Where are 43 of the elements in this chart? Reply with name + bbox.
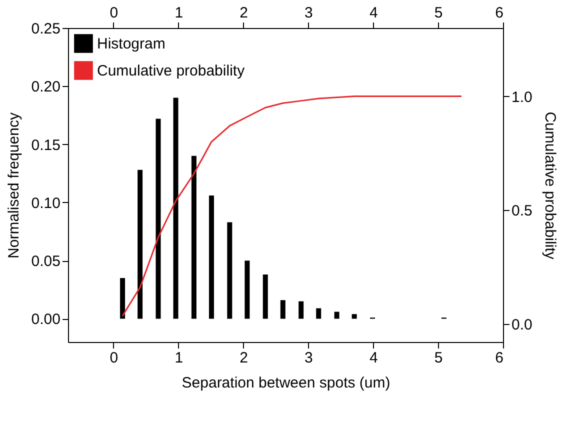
bar [208,195,214,319]
y-axis-title: Normalised frequency [5,112,22,258]
y-tick-label: 0.20 [31,78,60,96]
bar [244,260,250,319]
x-tick-label: 6 [495,4,504,22]
x-tick-label: 3 [304,4,313,22]
legend-label: Cumulative probability [97,62,246,80]
line-series [122,96,462,317]
x-tick-label: 4 [369,4,378,22]
x-tick-label: 1 [174,4,184,22]
bar [316,308,322,319]
y-tick-label: 0.15 [31,136,60,154]
bar [120,278,126,319]
x2-tick-label: 0 [110,350,118,366]
bar [191,156,196,319]
bar [138,170,143,319]
x-axis-title: Separation between spots (um) [182,374,390,392]
y2-tick-label: 0.5 [512,202,532,220]
bar [227,222,232,319]
x2-tick-label: 3 [304,350,313,366]
y2-tick-label: 1.0 [512,88,532,106]
y2-axis-title: Cumulative probability [541,112,558,260]
bar [173,98,178,319]
x-tick-label: 5 [434,4,443,22]
y-tick-label: 0.00 [31,311,60,328]
y-tick-label: 0.25 [31,20,60,38]
x2-tick-label: 4 [369,350,378,366]
legend-label: Histogram [97,36,166,52]
x2-tick-label: 1 [174,350,184,366]
y2-tick-label: 0.0 [512,316,532,334]
bar [156,118,161,319]
x-tick-label: 0 [110,4,118,22]
x2-tick-label: 2 [240,350,248,366]
x2-tick-label: 5 [434,350,443,366]
y-tick-label: 0.05 [31,253,60,270]
bar [280,300,286,319]
y-tick-label: 0.10 [31,194,60,212]
x2-tick-label: 6 [495,350,504,366]
x-tick-label: 2 [240,4,248,22]
bar [334,312,340,319]
bar [298,301,304,319]
bar [352,314,357,319]
bar [262,274,268,319]
